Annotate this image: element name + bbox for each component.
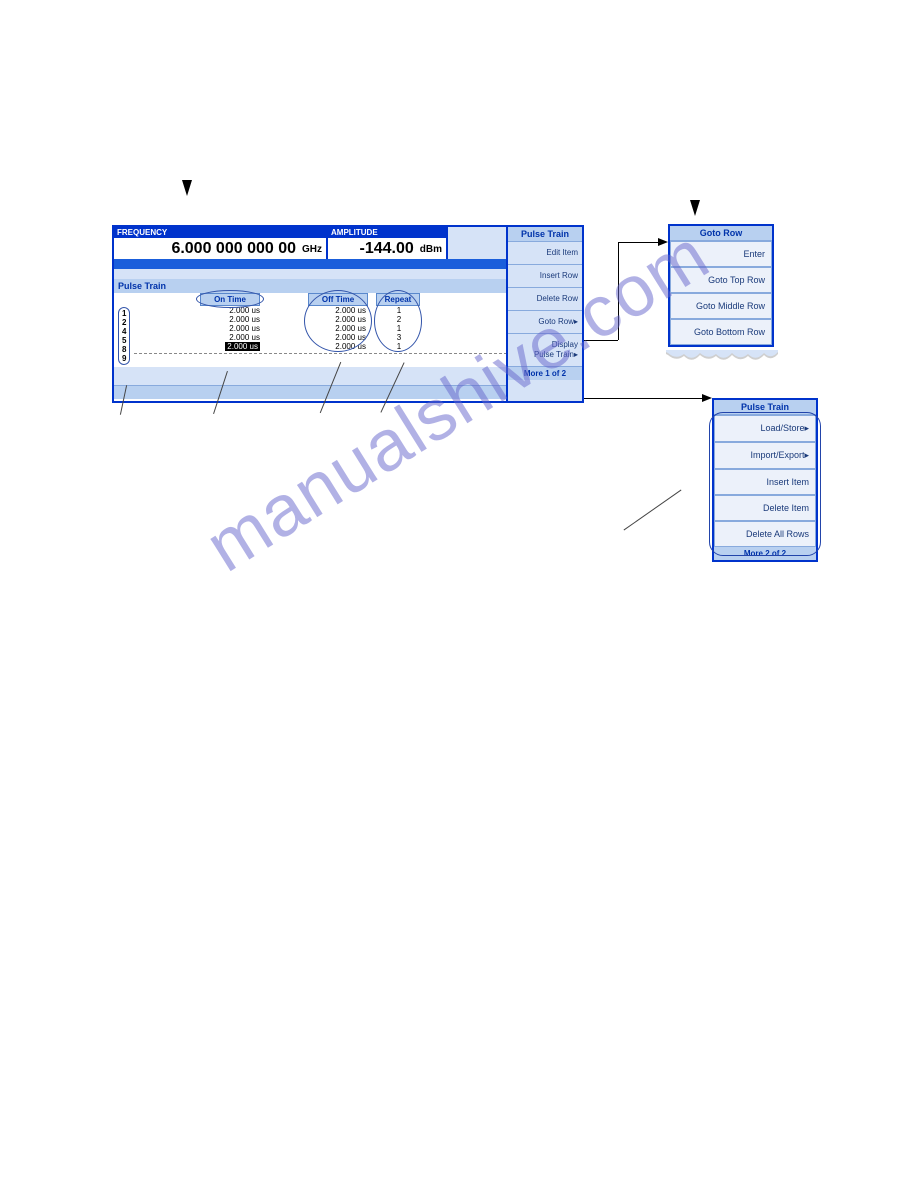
amplitude-label: AMPLITUDE: [328, 227, 446, 238]
row-numbers: 1 2 4 5 8 9: [118, 307, 130, 365]
callout-line-to-panel2: [624, 490, 682, 531]
callout-arrow-2: [690, 200, 700, 216]
delete-row-button[interactable]: Delete Row: [508, 288, 582, 311]
edit-item-button[interactable]: Edit Item: [508, 242, 582, 265]
callout-arrow-1: [182, 180, 192, 196]
goto-bottom-button[interactable]: Goto Bottom Row: [670, 319, 772, 345]
goto-row-button[interactable]: Goto Row▸: [508, 311, 582, 334]
callout-circle-ontime: [196, 290, 264, 308]
more-1-of-2[interactable]: More 1 of 2: [508, 367, 582, 380]
goto-row-title: Goto Row: [670, 226, 772, 241]
goto-top-button[interactable]: Goto Top Row: [670, 267, 772, 293]
arrow-to-goto-panel: [658, 238, 668, 246]
goto-row-panel: Goto Row Enter Goto Top Row Goto Middle …: [668, 224, 774, 347]
amplitude-value: -144.00 dBm: [328, 238, 446, 259]
callout-circle-offtime: [304, 290, 372, 352]
softkeys-title: Pulse Train: [508, 227, 582, 242]
callout-circle-repeat: [374, 290, 422, 352]
goto-enter-button[interactable]: Enter: [670, 241, 772, 267]
insert-row-button[interactable]: Insert Row: [508, 265, 582, 288]
softkeys-page-1: Pulse Train Edit Item Insert Row Delete …: [506, 225, 584, 403]
frequency-value: 6.000 000 000 00 GHz: [114, 238, 326, 259]
frequency-label: FREQUENCY: [114, 227, 326, 238]
arrow-to-page-2: [702, 394, 712, 402]
torn-edge-graphic: [666, 350, 778, 364]
callout-rounded-box: [709, 412, 821, 556]
highlighted-cell[interactable]: 2.000 us: [225, 342, 260, 351]
goto-middle-button[interactable]: Goto Middle Row: [670, 293, 772, 319]
display-pulse-train-button[interactable]: Display Pulse Train▸: [508, 334, 582, 367]
